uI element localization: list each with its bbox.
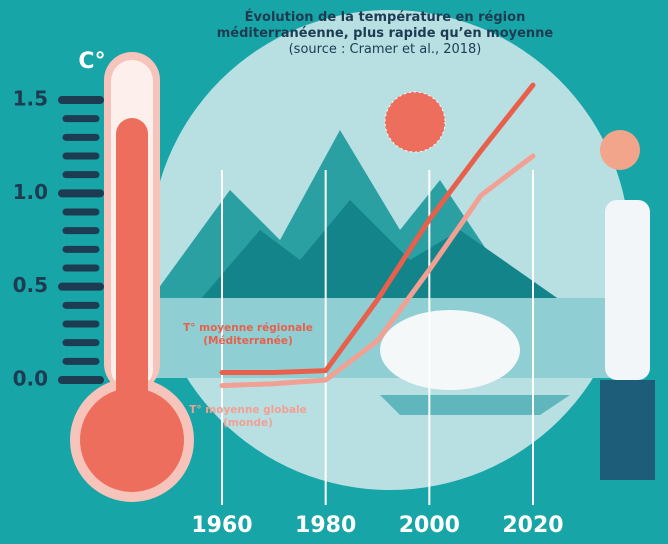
title-main: Évolution de la température en région mé…: [217, 10, 554, 41]
source: (source : Cramer et al., 2018): [289, 42, 482, 57]
chart-title: Évolution de la température en région mé…: [200, 10, 570, 58]
polar-bear: [380, 310, 520, 390]
x-tick-label: 2020: [502, 513, 563, 538]
x-tick-label: 1960: [191, 513, 252, 538]
series-label: T° moyenne globale (monde): [163, 404, 333, 430]
y-tick-label: 0.0: [13, 367, 48, 391]
sun: [385, 92, 445, 152]
y-axis-unit: C°: [78, 49, 105, 74]
x-tick-label: 1980: [295, 513, 356, 538]
scientist: [605, 200, 650, 380]
infographic: C° 0.0 0.5 1.0 1.5 1960 1980 2000 2020 Évolutio…: [0, 0, 668, 544]
y-tick-label: 1.0: [13, 180, 48, 204]
chart: C° 0.0 0.5 1.0 1.5 1960 1980 2000 2020: [0, 0, 668, 544]
y-tick-label: 1.5: [13, 87, 48, 111]
thermometer-mercury: [116, 118, 148, 418]
y-tick-label: 0.5: [13, 273, 48, 297]
series-label: T° moyenne régionale (Méditerranée): [163, 322, 333, 348]
scientist-legs: [600, 380, 655, 480]
scientist-head: [600, 130, 640, 170]
ice: [380, 395, 570, 415]
x-tick-label: 2000: [399, 513, 460, 538]
